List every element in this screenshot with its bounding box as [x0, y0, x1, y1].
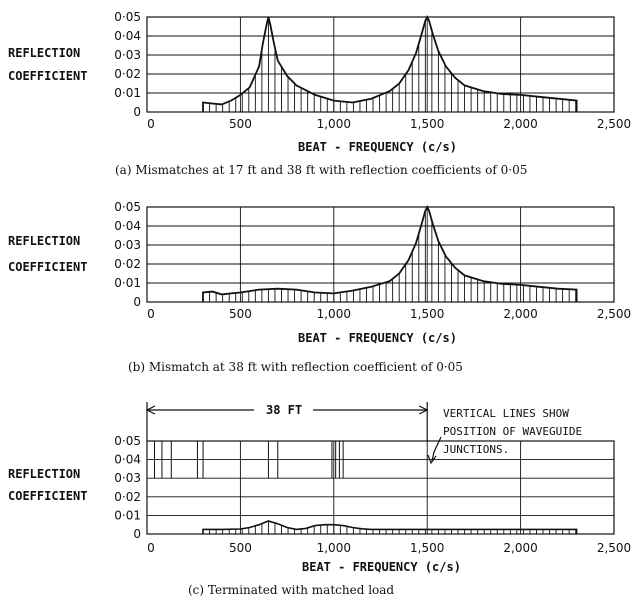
- y-tick-label: 0·01: [114, 508, 141, 522]
- panel-b-caption: (b) Mismatch at 38 ft with reflection co…: [128, 360, 463, 374]
- y-tick-label: 0·05: [114, 434, 141, 448]
- x-tick-label: 2,000: [503, 541, 537, 555]
- panel-c-hatch: [202, 520, 577, 534]
- x-tick-label: 500: [229, 307, 252, 321]
- panel-b-grid: [147, 207, 614, 302]
- x-tick-label: 1,500: [410, 541, 444, 555]
- panel-b-xlabel: BEAT - FREQUENCY (c/s): [298, 331, 457, 345]
- y-tick-label: 0·05: [114, 10, 141, 24]
- panel-c-grid: [147, 441, 614, 534]
- panel-b-hatch: [202, 210, 577, 302]
- x-tick-label: 0: [147, 117, 155, 131]
- panel-a-yticks: 0 0·01 0·02 0·03 0·04 0·05: [114, 10, 141, 119]
- panel-c-ylabel-2: COEFFICIENT: [8, 489, 87, 503]
- y-tick-label: 0·03: [114, 48, 141, 62]
- panel-a-frame: [146, 16, 615, 113]
- x-tick-label: 2,500: [597, 117, 631, 131]
- x-tick-label: 1,000: [317, 307, 351, 321]
- x-tick-label: 1,000: [317, 117, 351, 131]
- x-tick-label: 1,000: [317, 541, 351, 555]
- panel-a-caption: (a) Mismatches at 17 ft and 38 ft with r…: [115, 163, 527, 177]
- y-tick-label: 0·04: [114, 29, 141, 43]
- panel-a-grid: [147, 17, 614, 112]
- y-tick-label: 0·03: [114, 238, 141, 252]
- panel-b-frame: [146, 206, 615, 303]
- y-tick-label: 0·02: [114, 490, 141, 504]
- panel-c-caption: (c) Terminated with matched load: [188, 583, 394, 597]
- y-tick-label: 0: [133, 295, 141, 309]
- span-dimension: [145, 402, 429, 441]
- note-line-3: JUNCTIONS.: [443, 443, 509, 456]
- panel-a-hatch: [202, 17, 577, 112]
- panel-c-junctions: [146, 441, 344, 479]
- panel-b-ylabel-1: REFLECTION: [8, 234, 80, 248]
- panel-a-ylabel-2: COEFFICIENT: [8, 69, 87, 83]
- panel-b-curve: [202, 204, 578, 302]
- panel-a-ylabel-1: REFLECTION: [8, 46, 80, 60]
- y-tick-label: 0·05: [114, 200, 141, 214]
- panel-a: 0 0·01 0·02 0·03 0·04 0·05 0 500 1,000 1,500 2,00…: [8, 10, 631, 177]
- span-label: 38 FT: [266, 403, 302, 417]
- panel-b-xticks: 0 500 1,000 1,500 2,000 2,500: [147, 307, 631, 321]
- y-tick-label: 0·01: [114, 86, 141, 100]
- panel-c-curve: [202, 520, 578, 534]
- panel-c-ylabel-1: REFLECTION: [8, 467, 80, 481]
- panel-c-frame: [146, 440, 615, 535]
- panel-c-xticks: 0 500 1,000 1,500 2,000 2,500: [147, 541, 631, 555]
- panel-a-xlabel: BEAT - FREQUENCY (c/s): [298, 140, 457, 154]
- panel-c: 0 0·01 0·02 0·03 0·04 0·05 0 500 1,000 1,500 2,00…: [8, 402, 631, 597]
- x-tick-label: 500: [229, 541, 252, 555]
- x-tick-label: 2,500: [597, 307, 631, 321]
- x-tick-label: 500: [229, 117, 252, 131]
- y-tick-label: 0·03: [114, 471, 141, 485]
- y-tick-label: 0: [133, 527, 141, 541]
- panel-c-xlabel: BEAT - FREQUENCY (c/s): [302, 560, 461, 574]
- panel-a-curve: [202, 14, 578, 112]
- panel-c-yticks: 0 0·01 0·02 0·03 0·04 0·05: [114, 434, 141, 541]
- y-tick-label: 0·01: [114, 276, 141, 290]
- y-tick-label: 0: [133, 105, 141, 119]
- x-tick-label: 2,000: [503, 307, 537, 321]
- note-arrowhead: [427, 454, 437, 465]
- x-tick-label: 1,500: [410, 307, 444, 321]
- x-tick-label: 2,500: [597, 541, 631, 555]
- panel-a-xticks: 0 500 1,000 1,500 2,000 2,500: [147, 117, 631, 131]
- x-tick-label: 1,500: [410, 117, 444, 131]
- y-tick-label: 0·02: [114, 67, 141, 81]
- x-tick-label: 0: [147, 307, 155, 321]
- panel-b-yticks: 0 0·01 0·02 0·03 0·04 0·05: [114, 200, 141, 309]
- panel-b: 0 0·01 0·02 0·03 0·04 0·05 0 500 1,000 1,500 2,00…: [8, 200, 631, 374]
- y-tick-label: 0·02: [114, 257, 141, 271]
- note-line-2: POSITION OF WAVEGUIDE: [443, 425, 582, 438]
- note-arrow: [431, 436, 442, 462]
- y-tick-label: 0·04: [114, 453, 141, 467]
- note-line-1: VERTICAL LINES SHOW: [443, 407, 569, 420]
- panel-b-ylabel-2: COEFFICIENT: [8, 260, 87, 274]
- y-tick-label: 0·04: [114, 219, 141, 233]
- x-tick-label: 2,000: [503, 117, 537, 131]
- x-tick-label: 0: [147, 541, 155, 555]
